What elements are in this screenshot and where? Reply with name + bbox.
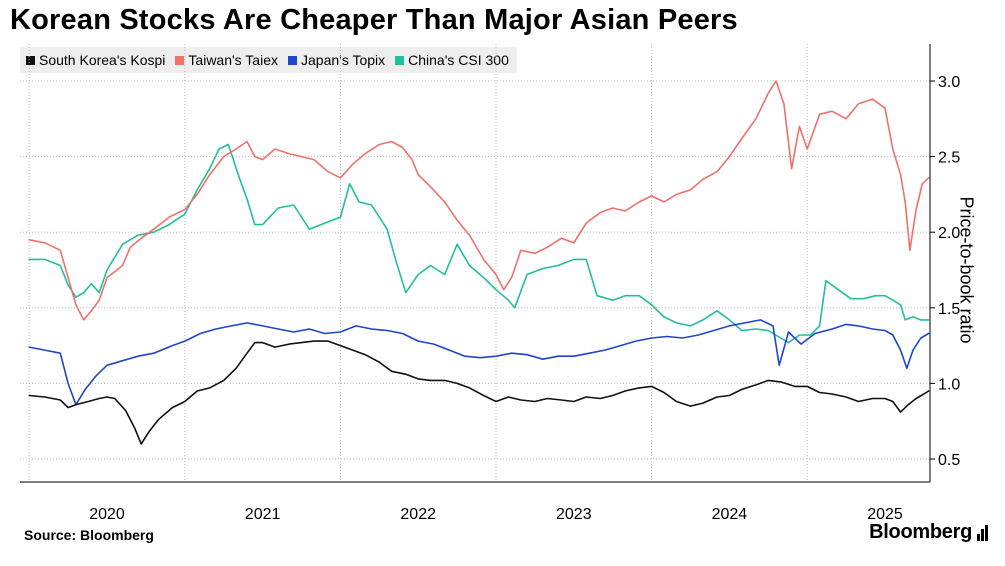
series-line-kospi [28,340,930,445]
x-tick-label: 2020 [89,506,125,523]
brand-logo: Bloomberg [869,521,991,544]
legend-label-topix: Japan's Topix [301,52,386,68]
x-tick-label: 2022 [400,506,436,523]
y-tick-label: 1.0 [938,376,960,393]
y-tick-label: 2.5 [938,150,960,167]
legend-label-taiex: Taiwan's Taiex [188,52,278,68]
chart-title: Korean Stocks Are Cheaper Than Major Asi… [10,4,738,36]
x-tick-label: 2021 [245,506,281,523]
y-tick-label: 2.0 [938,225,960,242]
series-line-topix [28,319,930,406]
x-tick-label: 2025 [867,506,903,523]
y-tick-label: 1.5 [938,301,960,318]
legend-swatch-kospi [26,55,35,65]
legend-item-csi300[interactable]: China's CSI 300 [395,52,509,68]
legend-label-csi300: China's CSI 300 [408,52,509,68]
y-tick-label: 0.5 [938,452,960,469]
series-line-taiex [28,80,930,321]
legend-label-kospi: South Korea's Kospi [39,52,166,68]
legend-item-kospi[interactable]: South Korea's Kospi [26,52,165,68]
source-note: Source: Bloomberg [24,527,154,543]
legend-swatch-taiex [175,55,185,65]
y-axis-label: Price-to-book ratio [956,196,977,344]
series-line-csi300 [28,143,930,344]
brand-name: Bloomberg [869,521,972,543]
y-tick-label: 3.0 [938,74,960,91]
x-tick-label: 2024 [712,506,748,523]
x-tick-label: 2023 [556,506,592,523]
legend-item-topix[interactable]: Japan's Topix [288,52,385,68]
legend-swatch-csi300 [395,55,405,65]
chart-legend: South Korea's Kospi Taiwan's Taiex Japan… [20,47,517,73]
bloomberg-bars-icon [977,524,991,541]
legend-item-taiex[interactable]: Taiwan's Taiex [175,52,278,68]
legend-swatch-topix [288,55,297,65]
